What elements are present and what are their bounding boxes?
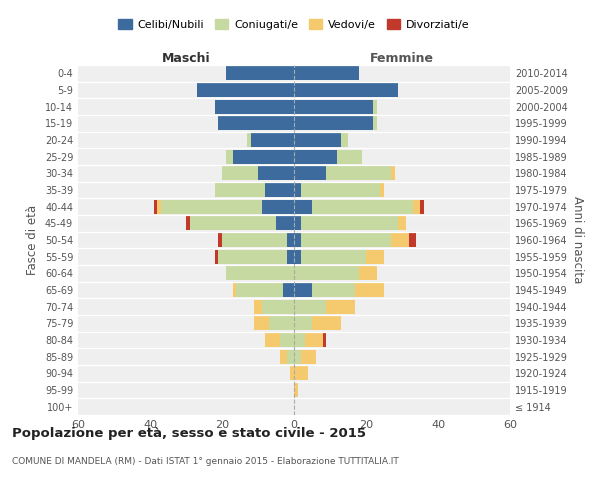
Bar <box>262 300 294 314</box>
Bar <box>301 183 380 197</box>
Bar <box>233 283 236 297</box>
Bar <box>215 100 294 114</box>
Bar <box>373 116 377 130</box>
Bar <box>294 150 337 164</box>
Bar <box>294 83 398 97</box>
Bar <box>215 250 218 264</box>
Bar <box>420 200 424 214</box>
Bar <box>398 216 406 230</box>
Bar <box>226 150 233 164</box>
Bar <box>312 316 341 330</box>
Bar <box>380 183 384 197</box>
Bar <box>254 300 262 314</box>
Bar <box>323 333 326 347</box>
Bar <box>222 166 258 180</box>
Bar <box>294 316 312 330</box>
Bar <box>218 250 287 264</box>
Bar <box>301 250 366 264</box>
Bar <box>294 250 301 264</box>
Bar <box>236 283 283 297</box>
Bar <box>287 233 294 247</box>
Bar <box>294 333 305 347</box>
Bar <box>391 233 409 247</box>
Bar <box>294 350 301 364</box>
Bar <box>161 200 262 214</box>
Bar <box>294 283 312 297</box>
Bar <box>341 133 348 147</box>
Bar <box>305 333 323 347</box>
Text: Maschi: Maschi <box>161 52 211 65</box>
Bar <box>197 83 294 97</box>
Bar <box>258 166 294 180</box>
Bar <box>226 266 294 280</box>
Bar <box>301 233 391 247</box>
Bar <box>265 333 280 347</box>
Bar <box>366 250 384 264</box>
Bar <box>312 200 413 214</box>
Bar <box>283 283 294 297</box>
Bar <box>247 133 251 147</box>
Bar <box>294 116 373 130</box>
Bar <box>280 333 294 347</box>
Bar <box>287 250 294 264</box>
Bar <box>290 366 294 380</box>
Bar <box>294 383 298 397</box>
Bar <box>294 166 326 180</box>
Bar <box>326 300 355 314</box>
Bar <box>218 116 294 130</box>
Bar <box>222 233 287 247</box>
Bar <box>154 200 157 214</box>
Bar <box>280 350 287 364</box>
Bar <box>294 266 359 280</box>
Bar <box>409 233 416 247</box>
Bar <box>269 316 294 330</box>
Bar <box>294 200 312 214</box>
Bar <box>251 133 294 147</box>
Bar <box>186 216 190 230</box>
Text: Femmine: Femmine <box>370 52 434 65</box>
Bar <box>226 66 294 80</box>
Bar <box>294 233 301 247</box>
Bar <box>301 350 316 364</box>
Bar <box>287 350 294 364</box>
Bar <box>190 216 276 230</box>
Bar <box>326 166 391 180</box>
Bar <box>294 183 301 197</box>
Bar <box>359 266 377 280</box>
Bar <box>233 150 294 164</box>
Bar <box>254 316 269 330</box>
Bar <box>276 216 294 230</box>
Bar <box>294 133 341 147</box>
Bar <box>413 200 420 214</box>
Text: COMUNE DI MANDELA (RM) - Dati ISTAT 1° gennaio 2015 - Elaborazione TUTTITALIA.IT: COMUNE DI MANDELA (RM) - Dati ISTAT 1° g… <box>12 458 399 466</box>
Text: Popolazione per età, sesso e stato civile - 2015: Popolazione per età, sesso e stato civil… <box>12 428 366 440</box>
Bar <box>265 183 294 197</box>
Y-axis label: Fasce di età: Fasce di età <box>26 205 39 275</box>
Bar <box>294 366 308 380</box>
Bar <box>337 150 362 164</box>
Bar <box>294 300 326 314</box>
Bar <box>301 216 398 230</box>
Bar <box>373 100 377 114</box>
Bar <box>294 216 301 230</box>
Bar <box>215 183 265 197</box>
Legend: Celibi/Nubili, Coniugati/e, Vedovi/e, Divorziati/e: Celibi/Nubili, Coniugati/e, Vedovi/e, Di… <box>114 14 474 34</box>
Bar <box>157 200 161 214</box>
Bar <box>312 283 355 297</box>
Y-axis label: Anni di nascita: Anni di nascita <box>571 196 584 284</box>
Bar <box>262 200 294 214</box>
Bar <box>218 233 222 247</box>
Bar <box>294 66 359 80</box>
Bar <box>294 100 373 114</box>
Bar <box>355 283 384 297</box>
Bar <box>391 166 395 180</box>
